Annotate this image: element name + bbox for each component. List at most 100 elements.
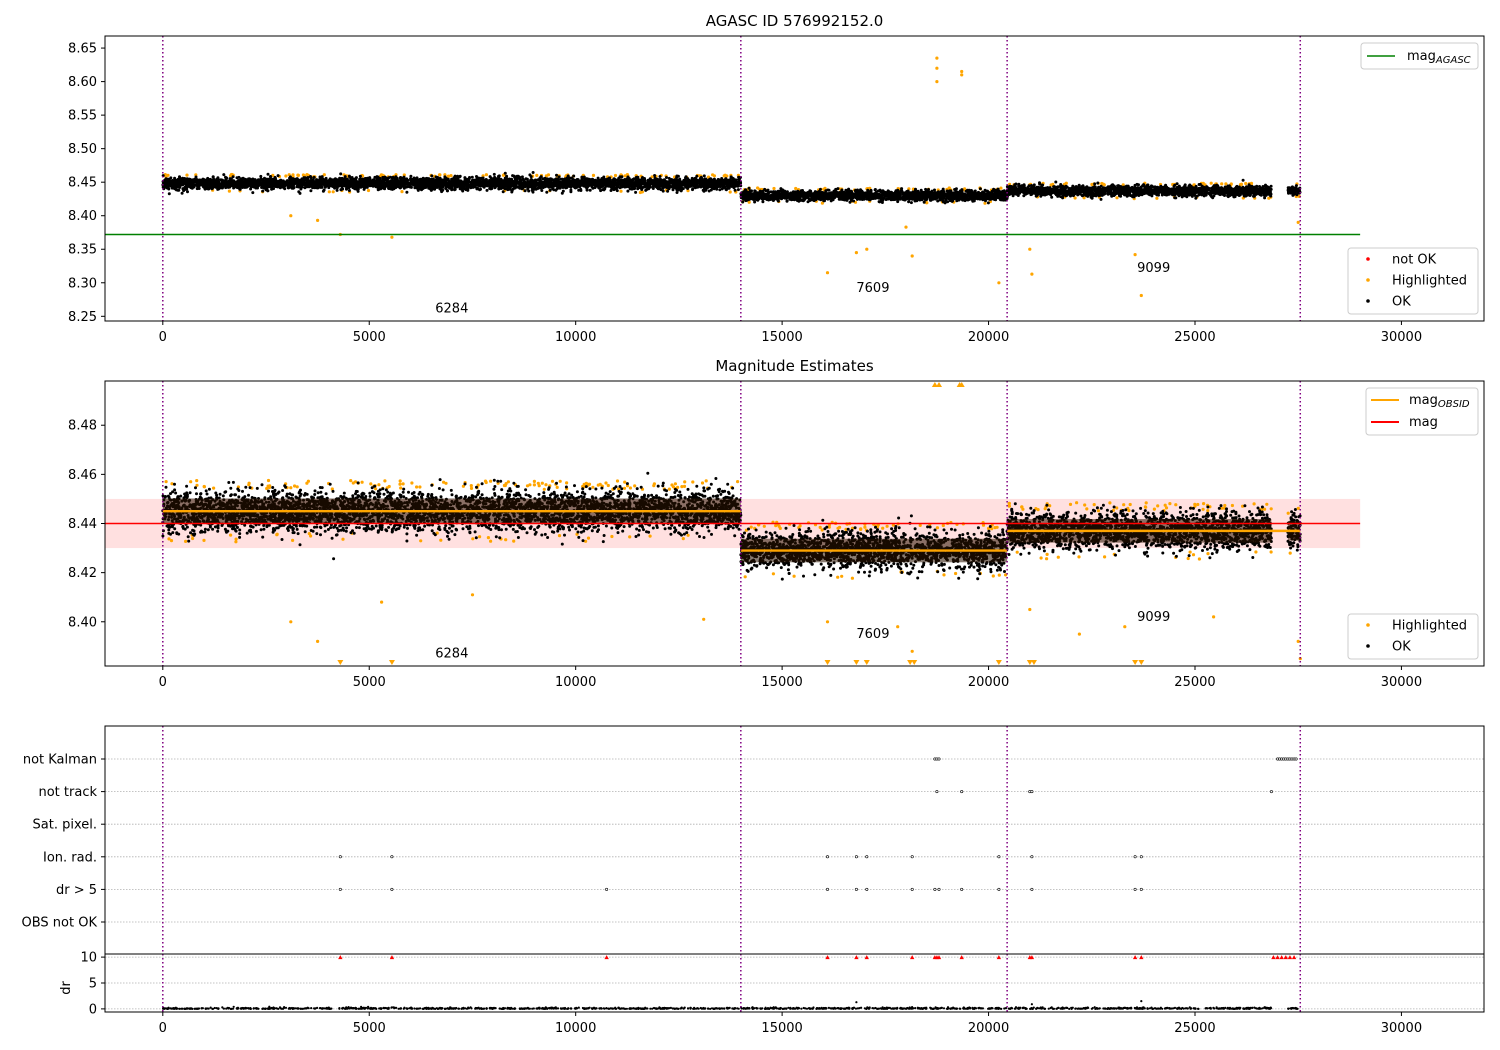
p1-ok-point — [582, 175, 586, 179]
p1-ok-point — [169, 179, 173, 183]
p1-ok-point — [594, 184, 598, 188]
p1-ok-point — [609, 180, 613, 184]
p1-ok-point — [675, 191, 679, 194]
p1-ok-point — [335, 188, 339, 192]
p1-highlighted-point — [613, 173, 618, 178]
p1-highlighted-point — [484, 173, 488, 177]
p1-highlighted-point — [1051, 182, 1055, 186]
p1-ok-point — [168, 184, 172, 188]
p1-ok-point — [331, 183, 335, 187]
p1-ok-point — [573, 185, 577, 189]
p1-ok-point — [516, 185, 519, 189]
p1-ok-point — [330, 180, 334, 184]
p1-ok-point — [220, 178, 223, 182]
p1-ok-point — [181, 179, 185, 183]
p1-ok-point — [327, 186, 331, 190]
p1-ok-point — [358, 177, 362, 181]
p1-ok-point — [602, 175, 606, 179]
p1-ok-point — [565, 177, 569, 181]
p1-ok-point — [451, 184, 455, 187]
p1-ok-point — [335, 186, 339, 190]
p1-ok-point — [618, 175, 622, 179]
p1-ok-point — [523, 185, 527, 189]
p1-ok-point — [252, 185, 256, 189]
p1-ok-point — [343, 184, 347, 188]
p1-ok-point — [421, 176, 425, 180]
p1-ok-point — [653, 184, 657, 188]
p1-ok-point — [624, 182, 628, 185]
p1-ok-point — [248, 183, 252, 187]
p1-highlighted-point — [284, 174, 288, 178]
p1-ok-point — [477, 181, 481, 185]
p1-ok-point — [291, 186, 295, 190]
p1-highlighted-point — [361, 174, 365, 178]
p1-ok-point — [177, 188, 181, 192]
p1-ok-point — [666, 189, 670, 193]
p1-ok-point — [243, 185, 247, 189]
p1-ok-point — [546, 182, 550, 186]
p1-ok-point — [349, 184, 353, 188]
p1-ok-point — [333, 182, 337, 186]
p1-ok-point — [539, 181, 543, 184]
p1-highlighted-point — [747, 200, 751, 204]
p1-ok-point — [558, 180, 562, 184]
p1-ok-point — [398, 177, 402, 180]
p1-ok-point — [627, 179, 631, 183]
p1-ok-point — [193, 183, 197, 187]
p1-ok-point — [492, 179, 496, 183]
p1-ok-point — [385, 184, 389, 188]
p1-highlighted-point — [1267, 196, 1271, 200]
p1-ok-point — [323, 178, 327, 182]
p1-ok-point — [663, 180, 667, 184]
p1-ok-point — [560, 191, 564, 195]
p1-ok-point — [229, 177, 233, 181]
p1-ok-point — [702, 178, 706, 182]
p1-ok-point — [707, 185, 711, 189]
p1-ok-point — [389, 182, 393, 186]
p1-ok-point — [356, 189, 360, 193]
p1-highlighted-point — [650, 175, 654, 179]
p1-highlighted-point — [925, 201, 929, 205]
p1-ok-point — [686, 184, 690, 188]
p1-ok-point — [186, 190, 189, 194]
p1-highlighted-point — [1115, 196, 1119, 200]
p1-ok-point — [503, 171, 507, 175]
p1-ok-point — [530, 188, 534, 192]
p1-ok-point — [243, 182, 247, 186]
p1-ok-point — [511, 174, 515, 178]
p1-ok-point — [314, 183, 318, 186]
p1-ok-point — [285, 183, 289, 187]
p1-ok-point — [588, 188, 592, 192]
p1-ok-point — [194, 179, 198, 183]
p1-ok-point — [260, 178, 264, 182]
p1-ok-point — [503, 176, 507, 180]
p1-highlighted-point — [449, 174, 453, 178]
p1-ok-point — [375, 179, 379, 183]
p1-ok-point — [311, 178, 315, 182]
p1-ok-point — [653, 179, 657, 183]
p1-ok-point — [466, 180, 470, 184]
p1-ok-point — [591, 186, 595, 190]
p1-ok-point — [287, 182, 291, 186]
p1-ok-point — [664, 185, 668, 189]
p1-ok-point — [424, 181, 428, 185]
p1-ok-point — [569, 188, 573, 192]
p1-ok-point — [650, 182, 654, 186]
p1-ok-point — [300, 177, 304, 181]
p1-ok-point — [550, 183, 554, 187]
p1-ok-point — [702, 174, 706, 178]
p1-ok-point — [452, 176, 456, 180]
p1-highlighted-point — [1090, 182, 1094, 187]
p1-ok-point — [400, 184, 404, 188]
p1-ok-point — [190, 186, 194, 190]
p1-ok-point — [164, 177, 168, 181]
p1-ok-point — [543, 185, 547, 189]
p1-ok-point — [263, 176, 266, 180]
p1-ok-point — [667, 176, 671, 180]
p1-highlighted-point — [1209, 181, 1213, 185]
p1-highlighted-point — [722, 174, 726, 178]
p1-ok-point — [297, 190, 301, 194]
p1-ok-point — [368, 183, 372, 187]
p1-ok-point — [530, 179, 534, 183]
p1-ok-point — [331, 178, 335, 182]
